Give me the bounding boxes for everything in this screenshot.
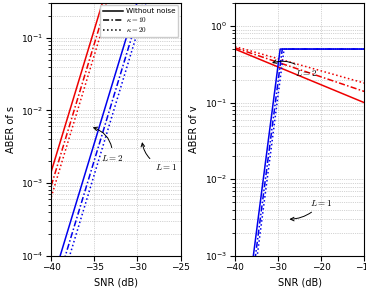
X-axis label: SNR (dB): SNR (dB) [94,278,138,288]
Text: $L=1$: $L=1$ [291,198,332,221]
Text: $L=2$: $L=2$ [273,60,318,78]
Legend: Without noise, $\kappa = 10$, $\kappa = 20$: Without noise, $\kappa = 10$, $\kappa = … [100,5,178,37]
Text: $L=1$: $L=1$ [141,143,177,172]
Y-axis label: ABER of s: ABER of s [5,106,16,153]
Y-axis label: ABER of v: ABER of v [189,106,199,153]
Text: $L=2$: $L=2$ [94,127,124,163]
X-axis label: SNR (dB): SNR (dB) [277,278,321,288]
